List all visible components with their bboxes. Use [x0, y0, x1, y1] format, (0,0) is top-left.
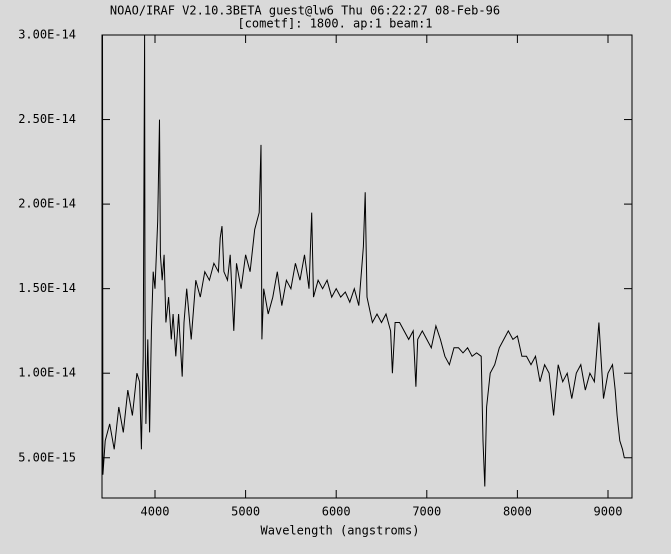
y-tick-label: 3.00E-14: [18, 28, 76, 42]
x-tick-label: 4000: [141, 505, 170, 519]
y-tick-label: 1.50E-14: [18, 281, 76, 295]
x-tick-label: 9000: [594, 505, 623, 519]
chart-subtitle: [cometf]: 1800. ap:1 beam:1: [237, 17, 432, 31]
x-tick-label: 5000: [231, 505, 260, 519]
x-tick-label: 8000: [503, 505, 532, 519]
x-tick-label: 6000: [322, 505, 351, 519]
plot-frame: [101, 34, 633, 499]
x-axis-label: Wavelength (angstroms): [261, 524, 420, 538]
x-tick-label: 7000: [412, 505, 441, 519]
y-tick-label: 2.00E-14: [18, 197, 76, 211]
spectrum-line: [102, 34, 625, 487]
y-tick-label: 2.50E-14: [18, 112, 76, 126]
chart-title: NOAO/IRAF V2.10.3BETA guest@lw6 Thu 06:2…: [110, 4, 500, 18]
y-tick-label: 1.00E-14: [18, 366, 76, 380]
y-tick-label: 5.00E-15: [18, 450, 76, 464]
